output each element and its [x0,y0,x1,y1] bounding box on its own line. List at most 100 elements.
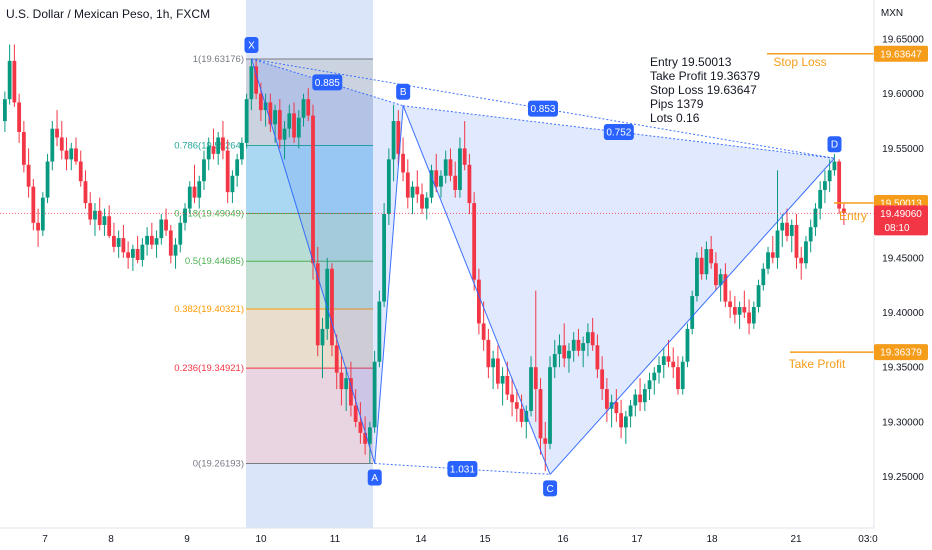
candle [78,150,83,187]
candle [277,99,282,149]
candle [3,91,7,132]
ratio-badge: 1.031 [447,460,478,477]
candle [168,224,173,264]
candle [789,219,794,253]
candle [415,170,420,204]
candle-body [420,194,424,209]
candle [216,131,221,165]
candle-body [614,402,619,414]
fib-level-label: 1(19.63176) [193,54,244,65]
candle-body [723,274,728,302]
candle-body [78,161,83,182]
candle-body [576,339,581,351]
price-tag-entry-text: 19.50013 [880,198,922,209]
candle [112,222,116,253]
candle [93,203,97,236]
candle-body [823,181,827,190]
candles-layer [3,44,846,472]
ratio-badge-bg [603,123,634,140]
candle-body [728,301,733,308]
candle [552,339,557,379]
candle-body [396,121,401,154]
candle-body [401,153,405,173]
candle [510,378,514,417]
candle [107,205,112,239]
leg-cd [549,157,835,475]
candle-body [680,361,685,390]
candle [751,301,756,329]
x-tick-label: 14 [415,534,427,545]
candle [377,290,382,368]
candle [21,121,26,173]
candle-body [382,214,386,302]
candle-body [628,405,633,417]
candle-body [519,408,524,422]
candle-body [74,148,78,162]
candle [491,350,496,390]
candle-body [254,66,259,94]
candle [737,301,742,329]
candle [742,290,747,318]
candle-body [676,367,680,390]
candle [699,246,704,280]
ratio-badge-text: 0.853 [530,104,555,115]
candle-body [36,222,40,231]
candle [808,219,813,253]
candle-body [491,358,496,368]
candle-body [287,113,292,129]
highlight-range [246,0,373,528]
candle [562,323,567,368]
x-tick-label: 21 [790,534,802,545]
candle [130,244,135,271]
candle-body [766,252,770,269]
candle-body [652,372,657,381]
ratio-badge-text: 0.752 [606,127,631,138]
candle [638,378,642,411]
candle [349,361,353,417]
candle-body [467,164,472,204]
candle [135,235,140,264]
candle-body [64,150,69,160]
candle [827,159,832,193]
candle-body [600,369,605,390]
candle [235,153,240,187]
candle-body [405,172,410,198]
pattern-point-label: A [371,473,378,484]
candle-body [168,230,173,256]
fib-level-label: 0.236(19.34921) [174,363,244,374]
candle-body [604,389,609,409]
candle [453,161,458,198]
candle [334,334,339,390]
candle [330,263,334,357]
pattern-point-b: B [396,83,411,100]
candle [420,183,424,215]
candle-body [26,164,31,187]
candle-body [296,117,301,138]
candle [249,58,254,111]
candle-body [145,235,149,245]
candle-body [780,222,785,231]
candle [623,410,628,444]
candle [614,389,619,422]
candle-body [306,99,311,116]
candle-body [581,343,586,351]
candle-body [661,356,666,366]
candle-body [524,410,529,422]
pattern-point-label: X [248,40,255,51]
candle-body [334,345,339,373]
candle [50,121,55,171]
candle [766,246,770,275]
candle [557,334,562,368]
y-tick-label: 19.60000 [882,89,924,100]
candle [571,332,576,362]
candle [268,93,273,132]
candle-body [258,93,263,111]
candle [529,356,533,417]
candle-body [586,332,590,344]
candle [723,263,728,308]
pattern-point-bg [827,136,842,153]
candle [472,192,477,291]
candle [116,230,121,258]
